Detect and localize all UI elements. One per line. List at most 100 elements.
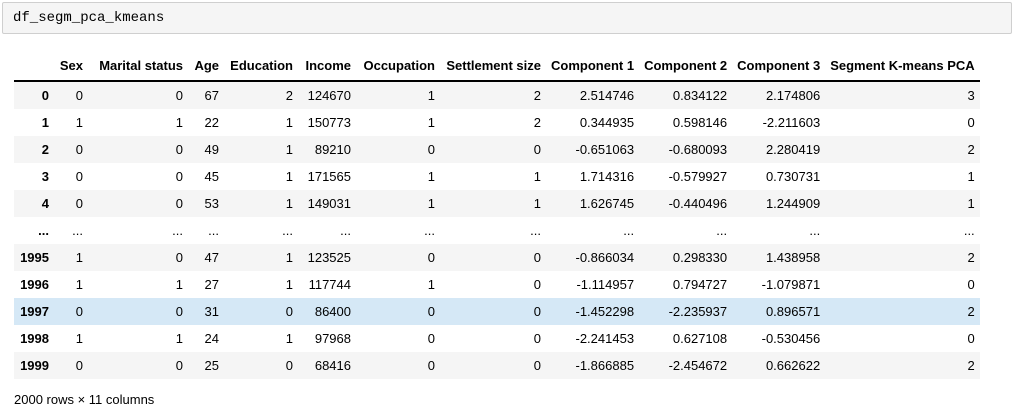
table-cell: 0 [967, 277, 975, 292]
table-cell: 0 [75, 358, 83, 373]
table-cell: 89210 [314, 142, 351, 157]
table-cell: 49 [204, 142, 219, 157]
table-cell: 1 [285, 331, 293, 346]
table-cell: 2.514746 [579, 88, 635, 103]
table-cell: 0 [75, 304, 83, 319]
table-cell: 0.298330 [672, 250, 728, 265]
row-index: ... [38, 223, 49, 238]
column-header-education: Education [224, 51, 298, 82]
column-header-occupation: Occupation [356, 51, 440, 82]
table-cell: 0 [175, 169, 183, 184]
table-cell: ... [72, 223, 83, 238]
table-cell: 0 [175, 142, 183, 157]
table-cell: 0 [175, 88, 183, 103]
table-cell: 0 [75, 196, 83, 211]
dataframe-body: 0 0 0 67 2 124670 1 2 2.514746 0.834122 2.174806 3 1… [14, 81, 980, 379]
table-cell: 0 [967, 331, 975, 346]
table-cell: 150773 [307, 115, 351, 130]
table-cell: 1 [285, 169, 293, 184]
table-cell: -0.866034 [575, 250, 635, 265]
table-row: 1 1 1 22 1 150773 1 2 0.344935 0.598146 -2.211603 0 [14, 109, 980, 136]
table-cell: 117744 [308, 277, 351, 292]
row-index: 1995 [20, 250, 49, 265]
table-cell: 1 [967, 196, 975, 211]
table-cell: -0.440496 [668, 196, 728, 211]
column-header-income: Income [298, 51, 356, 82]
table-cell: 1 [175, 115, 183, 130]
table-cell: 53 [204, 196, 219, 211]
table-cell: 1 [285, 115, 293, 130]
table-cell: ... [963, 223, 975, 238]
table-cell: -1.452298 [575, 304, 635, 319]
table-cell: 0.344935 [579, 115, 635, 130]
table-cell: 1 [75, 277, 83, 292]
table-cell: ... [282, 223, 293, 238]
table-row: 1995 1 0 47 1 123525 0 0 -0.866034 0.298330 1.4389… [14, 244, 980, 271]
table-cell: 0 [533, 358, 541, 373]
table-cell: 1 [967, 169, 975, 184]
column-header-sex: Sex [54, 51, 88, 82]
table-cell: 0 [75, 169, 83, 184]
table-cell: 0 [427, 250, 435, 265]
table-cell: 0 [175, 196, 183, 211]
table-cell: 22 [204, 115, 219, 130]
table-cell: 0 [533, 250, 541, 265]
table-cell: 1.626745 [579, 196, 635, 211]
row-count-summary: 2000 rows × 11 columns [14, 392, 155, 407]
table-cell: 1.244909 [765, 196, 821, 211]
table-cell: ... [424, 223, 435, 238]
table-cell: 2 [285, 88, 293, 103]
table-cell: 45 [204, 169, 219, 184]
table-cell: 0 [533, 331, 541, 346]
table-cell: 0 [533, 304, 541, 319]
table-cell: 86400 [314, 304, 351, 319]
table-cell: 0 [427, 331, 435, 346]
table-cell: 0.598146 [672, 115, 728, 130]
table-cell: 25 [204, 358, 219, 373]
table-cell: 0.627108 [672, 331, 728, 346]
table-cell: 97968 [314, 331, 351, 346]
table-cell: ... [208, 223, 219, 238]
table-cell: 2.280419 [765, 142, 821, 157]
row-index: 1996 [20, 277, 49, 292]
table-cell: -2.454672 [668, 358, 728, 373]
highlighted-row: 1997 0 0 31 0 86400 0 0 -1.452298 -2.235937 0.8965… [14, 298, 980, 325]
row-index: 1 [41, 115, 49, 130]
table-cell: ... [172, 223, 183, 238]
table-row: 1998 1 1 24 1 97968 0 0 -2.241453 0.627108 -0.5304… [14, 325, 980, 352]
table-cell: 0.834122 [672, 88, 728, 103]
column-header-component-2: Component 2 [639, 51, 733, 82]
table-cell: 68416 [314, 358, 351, 373]
table-cell: 1 [175, 331, 183, 346]
row-index: 2 [41, 142, 49, 157]
table-cell: 1 [75, 115, 83, 130]
table-cell: 0 [175, 304, 183, 319]
table-row: 0 0 0 67 2 124670 1 2 2.514746 0.834122 2.174806 3 [14, 81, 980, 109]
code-cell[interactable]: df_segm_pca_kmeans [2, 2, 1012, 34]
column-header-marital-status: Marital status [88, 51, 188, 82]
table-cell: ... [340, 223, 351, 238]
dataframe-table: Sex Marital status Age Education Income Occup… [14, 51, 980, 379]
table-cell: 0 [285, 304, 293, 319]
table-cell: 1 [427, 277, 435, 292]
table-cell: 0 [427, 358, 435, 373]
column-header-component-1: Component 1 [546, 51, 640, 82]
table-cell: ... [530, 223, 541, 238]
table-cell: ... [716, 223, 728, 238]
table-cell: 31 [204, 304, 219, 319]
table-cell: 2 [533, 88, 541, 103]
table-cell: 0 [967, 115, 975, 130]
code-text: df_segm_pca_kmeans [13, 10, 165, 26]
table-cell: 3 [967, 88, 975, 103]
table-cell: 1 [285, 196, 293, 211]
table-cell: -0.530456 [761, 331, 821, 346]
table-cell: 0 [75, 142, 83, 157]
table-cell: -1.079871 [761, 277, 821, 292]
table-cell: 1 [427, 88, 435, 103]
table-cell: 171565 [307, 169, 351, 184]
table-cell: 0.730731 [765, 169, 821, 184]
table-cell: 0 [533, 142, 541, 157]
row-index: 1997 [20, 304, 49, 319]
table-cell: 1.714316 [579, 169, 635, 184]
table-cell: 1.438958 [765, 250, 821, 265]
